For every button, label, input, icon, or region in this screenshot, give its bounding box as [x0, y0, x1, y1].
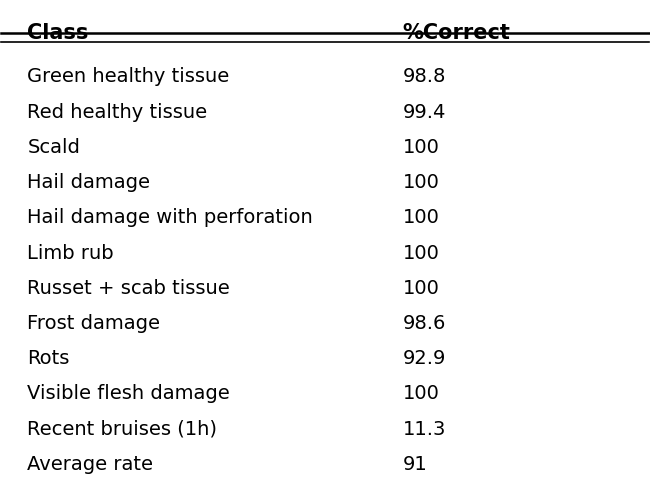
- Text: 100: 100: [402, 244, 439, 263]
- Text: Visible flesh damage: Visible flesh damage: [27, 384, 230, 403]
- Text: Class: Class: [27, 24, 88, 43]
- Text: Russet + scab tissue: Russet + scab tissue: [27, 279, 230, 298]
- Text: 98.6: 98.6: [402, 314, 446, 333]
- Text: Scald: Scald: [27, 138, 80, 157]
- Text: 98.8: 98.8: [402, 67, 446, 87]
- Text: Hail damage with perforation: Hail damage with perforation: [27, 208, 313, 227]
- Text: Limb rub: Limb rub: [27, 244, 114, 263]
- Text: Average rate: Average rate: [27, 455, 153, 474]
- Text: Rots: Rots: [27, 349, 70, 368]
- Text: 100: 100: [402, 173, 439, 192]
- Text: 100: 100: [402, 208, 439, 227]
- Text: 99.4: 99.4: [402, 103, 446, 122]
- Text: Frost damage: Frost damage: [27, 314, 161, 333]
- Text: Recent bruises (1h): Recent bruises (1h): [27, 420, 217, 439]
- Text: Red healthy tissue: Red healthy tissue: [27, 103, 207, 122]
- Text: 11.3: 11.3: [402, 420, 446, 439]
- Text: 100: 100: [402, 138, 439, 157]
- Text: 92.9: 92.9: [402, 349, 446, 368]
- Text: Hail damage: Hail damage: [27, 173, 150, 192]
- Text: 100: 100: [402, 279, 439, 298]
- Text: 91: 91: [402, 455, 428, 474]
- Text: %Correct: %Correct: [402, 24, 510, 43]
- Text: 100: 100: [402, 384, 439, 403]
- Text: Green healthy tissue: Green healthy tissue: [27, 67, 229, 87]
